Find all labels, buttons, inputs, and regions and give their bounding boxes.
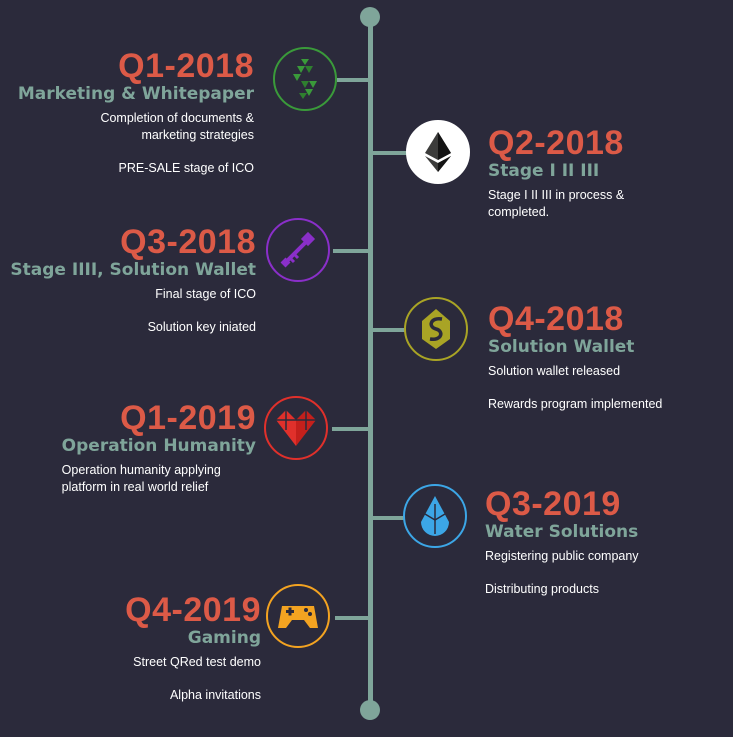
green-blocks-icon (293, 59, 317, 99)
milestone-stage: Stage I II III (488, 161, 600, 181)
milestone-stage: Water Solutions (485, 522, 639, 542)
milestone-q1-2018: Q1-2018 Marketing & Whitepaper Completio… (18, 48, 254, 177)
node-q4-2018 (404, 297, 468, 361)
milestone-description: Solution wallet released (488, 364, 621, 378)
branch-q4-2019 (335, 616, 370, 620)
milestone-stage: Operation Humanity (61, 436, 256, 456)
milestone-description: Street QRed test demo (133, 655, 261, 669)
milestone-quarter: Q1-2018 (118, 47, 254, 85)
milestone-quarter: Q3-2019 (485, 485, 621, 523)
branch-q3-2018 (333, 249, 370, 253)
olive-wallet-icon (422, 309, 450, 349)
node-q1-2018 (273, 47, 337, 111)
branch-q1-2018 (337, 78, 370, 82)
node-q3-2018 (266, 218, 330, 282)
milestone-q4-2019: Q4-2019 Gaming Street QRed test demo Alp… (125, 592, 261, 704)
milestone-stage: Stage IIII, Solution Wallet (10, 260, 256, 280)
purple-key-icon (280, 231, 316, 268)
node-q4-2019 (266, 584, 330, 648)
milestone-description: Final stage of ICO (155, 287, 256, 301)
blue-water-drop-icon (421, 496, 449, 536)
milestone-stage: Marketing & Whitepaper (17, 84, 254, 104)
milestone-extra: PRE-SALE stage of ICO (118, 161, 254, 175)
milestone-extra: Rewards program implemented (488, 397, 663, 411)
node-q2-2018 (406, 120, 470, 184)
milestone-extra: Distributing products (485, 582, 599, 596)
milestone-extra: Alpha invitations (169, 688, 261, 702)
milestone-quarter: Q4-2018 (488, 300, 624, 338)
branch-q4-2018 (370, 328, 406, 332)
milestone-stage: Gaming (187, 628, 261, 648)
milestone-q1-2019: Q1-2019 Operation Humanity Operation hum… (62, 400, 256, 496)
branch-q3-2019 (370, 516, 405, 520)
milestone-description: Completion of documents & marketing stra… (100, 111, 254, 142)
node-q1-2019 (264, 396, 328, 460)
milestone-quarter: Q1-2019 (120, 399, 256, 437)
milestone-q4-2018: Q4-2018 Solution Wallet Solution wallet … (488, 301, 662, 413)
milestone-stage: Solution Wallet (488, 337, 635, 357)
ethereum-icon (425, 132, 451, 172)
node-q3-2019 (403, 484, 467, 548)
milestone-description: Registering public company (485, 549, 639, 563)
milestone-description: Stage I II III in process & completed. (488, 188, 625, 219)
red-heart-icon (276, 410, 316, 446)
milestone-q3-2018: Q3-2018 Stage IIII, Solution Wallet Fina… (10, 224, 256, 336)
timeline-spine (368, 16, 373, 710)
orange-gamepad-icon (278, 606, 318, 628)
branch-q1-2019 (332, 427, 370, 431)
milestone-q2-2018: Q2-2018 Stage I II III Stage I II III in… (488, 125, 624, 221)
milestone-quarter: Q4-2019 (125, 591, 261, 629)
milestone-quarter: Q3-2018 (120, 223, 256, 261)
milestone-quarter: Q2-2018 (488, 124, 624, 162)
timeline-bottom-dot (360, 700, 380, 720)
timeline-top-dot (360, 7, 380, 27)
milestone-description: Operation humanity applying platform in … (61, 463, 221, 494)
milestone-q3-2019: Q3-2019 Water Solutions Registering publ… (485, 486, 639, 598)
branch-q2-2018 (370, 151, 408, 155)
milestone-extra: Solution key iniated (147, 320, 256, 334)
